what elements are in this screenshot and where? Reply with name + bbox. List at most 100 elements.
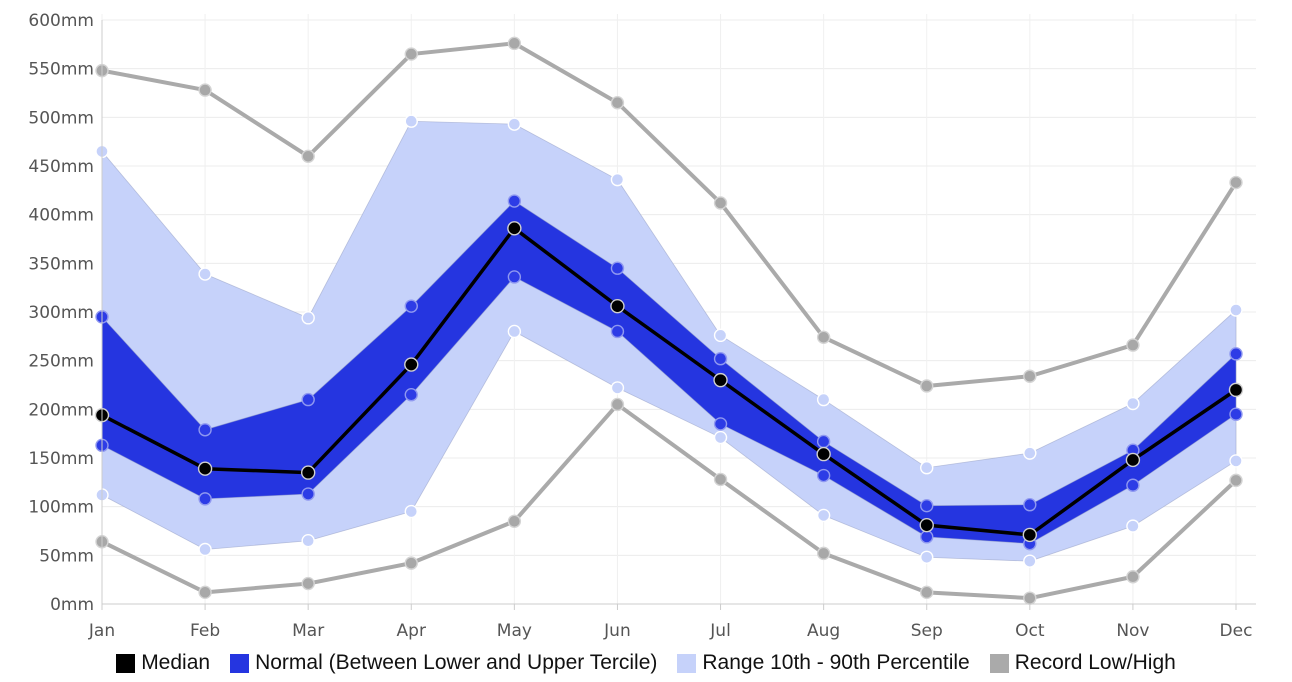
legend-item-median[interactable]: Median — [116, 651, 210, 675]
point-median — [816, 446, 831, 462]
y-tick-label: 550mm — [28, 60, 94, 80]
x-tick-label: Aug — [807, 621, 840, 641]
legend-item-normal[interactable]: Normal (Between Lower and Upper Tercile) — [230, 651, 657, 675]
y-tick-label: 200mm — [28, 400, 94, 420]
point-record-high — [1126, 338, 1140, 352]
point-upper-tercile — [816, 434, 831, 449]
point-upper-tercile — [610, 261, 625, 275]
x-axis: Jan Feb Mar Apr May Jun Jul Aug Sep Oct Nov Dec — [88, 603, 1256, 641]
point-p10 — [1229, 454, 1243, 468]
point-p10 — [610, 381, 625, 395]
x-tick-label: Jan — [88, 621, 115, 641]
point-upper-tercile — [301, 392, 315, 407]
point-median — [197, 461, 213, 476]
x-tick-label: Dec — [1220, 621, 1253, 641]
legend-label-record: Record Low/High — [1014, 651, 1176, 674]
line-median — [101, 226, 1237, 537]
point-record-low — [920, 585, 934, 600]
point-upper-tercile — [1023, 498, 1037, 512]
point-p90 — [507, 117, 522, 131]
line-record-high — [101, 41, 1238, 388]
y-tick-label: 350mm — [28, 254, 94, 274]
point-record-low — [610, 397, 625, 412]
line-record-low — [101, 402, 1238, 601]
point-record-high — [713, 196, 728, 210]
point-median — [300, 465, 316, 480]
point-lower-tercile — [301, 487, 315, 501]
x-tick-label: Feb — [190, 621, 220, 641]
point-record-high — [301, 149, 315, 163]
precipitation-chart: 0mm 50mm 100mm 150mm 200mm 250mm 300mm 350mm 400… — [28, 11, 1256, 641]
y-tick-label: 250mm — [28, 352, 94, 372]
point-median — [713, 372, 728, 388]
point-upper-tercile — [1229, 347, 1243, 361]
point-p10 — [404, 504, 418, 519]
x-tick-label: Oct — [1015, 621, 1045, 641]
legend-item-range[interactable]: Range 10th - 90th Percentile — [677, 651, 970, 675]
point-upper-tercile — [198, 423, 212, 437]
point-lower-tercile — [713, 417, 728, 431]
y-tick-label: 0mm — [50, 595, 94, 615]
point-median — [1022, 527, 1038, 543]
point-lower-tercile — [1229, 407, 1243, 421]
point-p90 — [816, 392, 831, 407]
legend-item-record[interactable]: Record Low/High — [989, 651, 1176, 675]
point-record-low — [507, 514, 522, 528]
point-p90 — [713, 328, 728, 343]
y-tick-label: 450mm — [28, 157, 94, 177]
y-tick-label: 500mm — [28, 108, 94, 128]
point-record-high — [507, 36, 522, 51]
legend-swatch-normal — [230, 653, 250, 673]
point-lower-tercile — [610, 324, 625, 339]
legend-swatch-range — [677, 653, 697, 673]
point-record-high — [198, 83, 212, 97]
point-record-low — [301, 576, 315, 591]
point-lower-tercile — [920, 530, 934, 544]
x-tick-label: Jul — [709, 621, 731, 641]
legend-swatch-record — [989, 653, 1009, 673]
y-tick-label: 50mm — [39, 546, 94, 566]
x-tick-label: Nov — [1116, 621, 1149, 641]
legend-swatch-median — [116, 653, 136, 673]
series-lines — [101, 41, 1238, 601]
point-median — [1228, 382, 1244, 398]
point-p10 — [920, 550, 934, 564]
point-upper-tercile — [713, 352, 728, 366]
point-median — [404, 357, 419, 372]
y-tick-label: 400mm — [28, 206, 94, 226]
point-upper-tercile — [920, 498, 934, 513]
point-p90 — [610, 172, 625, 187]
x-tick-label: May — [497, 621, 532, 641]
y-tick-label: 600mm — [28, 11, 94, 31]
point-lower-tercile — [1126, 478, 1140, 492]
point-median — [919, 517, 934, 533]
point-p90 — [920, 461, 934, 475]
point-p90 — [198, 267, 212, 281]
point-p10 — [1023, 554, 1037, 568]
point-p10 — [713, 430, 728, 445]
point-p90 — [1229, 303, 1243, 317]
point-record-high — [1229, 175, 1243, 190]
x-tick-label: Sep — [911, 621, 943, 641]
point-record-low — [713, 472, 728, 487]
point-p10 — [1126, 519, 1140, 533]
x-tick-label: Mar — [292, 621, 324, 641]
y-tick-label: 100mm — [28, 498, 94, 518]
point-record-high — [404, 47, 418, 61]
point-record-high — [920, 379, 934, 393]
legend-label-range: Range 10th - 90th Percentile — [702, 651, 970, 674]
point-record-high — [610, 96, 625, 110]
point-upper-tercile — [404, 299, 418, 313]
x-tick-label: Jun — [603, 621, 631, 641]
point-record-low — [1023, 591, 1037, 605]
point-record-low — [1229, 473, 1243, 488]
point-record-low — [1126, 570, 1140, 584]
y-axis: 0mm 50mm 100mm 150mm 200mm 250mm 300mm 350mm 400… — [28, 11, 103, 615]
point-lower-tercile — [404, 388, 418, 402]
point-lower-tercile — [198, 492, 212, 506]
x-tick-label: Apr — [397, 621, 426, 641]
point-p90 — [1023, 446, 1037, 460]
point-p10 — [507, 324, 522, 339]
point-median — [610, 298, 625, 314]
